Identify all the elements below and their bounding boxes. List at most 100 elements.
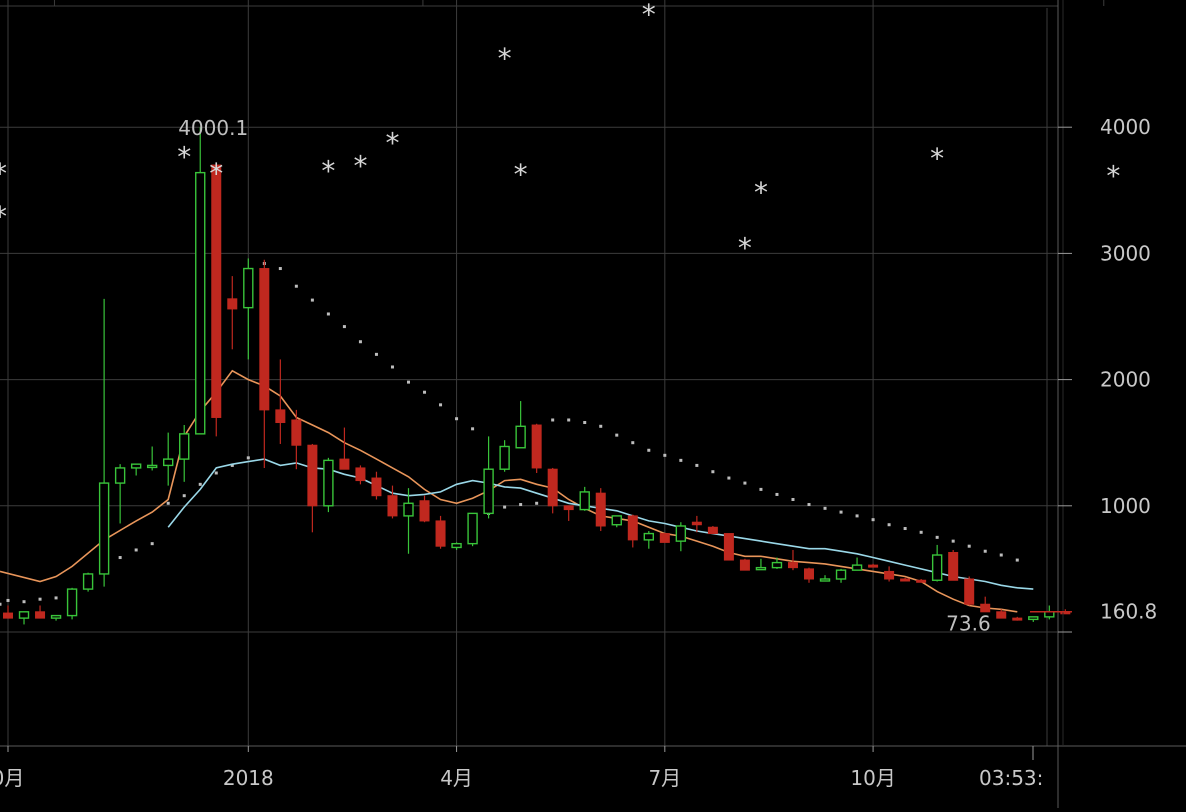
candles xyxy=(3,127,1071,625)
candle xyxy=(787,549,798,571)
sar-dot xyxy=(390,365,394,369)
candle xyxy=(66,587,78,620)
y-tick-label: 2000 xyxy=(1100,368,1151,392)
candle-body-down xyxy=(259,268,270,411)
candle xyxy=(403,488,414,554)
candle xyxy=(339,427,350,470)
candle-body-down xyxy=(595,492,606,527)
sar-dot xyxy=(583,421,587,425)
candle xyxy=(467,512,478,547)
candle-body-up xyxy=(195,171,206,435)
candle-body-down xyxy=(435,520,446,547)
sar-dot xyxy=(663,453,667,457)
candle xyxy=(916,578,927,583)
candle-body-up xyxy=(771,561,783,569)
candle-body-up xyxy=(851,564,863,571)
candle xyxy=(355,465,366,485)
candle-body-down xyxy=(868,564,879,568)
candle-body-down xyxy=(3,612,13,619)
candle-body-up xyxy=(162,458,174,467)
candle-body-up xyxy=(82,573,94,590)
candle-body-up xyxy=(467,512,478,545)
x-tick-label: 10月 xyxy=(850,766,895,790)
candle-body-down xyxy=(1012,617,1023,621)
candle-body-down xyxy=(739,559,750,571)
sar-dot xyxy=(919,530,923,534)
candle-body-up xyxy=(451,542,462,549)
candle xyxy=(82,572,94,592)
sar-dot xyxy=(455,417,459,421)
star-marker: * xyxy=(642,0,656,31)
star-marker: * xyxy=(209,157,223,190)
y-tick-label: 4000 xyxy=(1100,115,1151,139)
candle xyxy=(371,471,382,500)
min-price-annotation: 73.6 xyxy=(946,612,991,636)
sar-dot xyxy=(839,510,843,514)
candle xyxy=(146,446,158,471)
candle xyxy=(275,359,286,444)
candle xyxy=(211,164,222,437)
sar-dot xyxy=(535,501,539,505)
sar-dot xyxy=(134,548,138,552)
sar-dot xyxy=(871,518,875,522)
candle xyxy=(499,440,510,472)
candle xyxy=(323,457,334,513)
candle xyxy=(595,488,606,532)
candle-body-down xyxy=(531,424,542,469)
candle-body-up xyxy=(114,467,126,484)
candle-body-up xyxy=(643,532,654,541)
candle-body-up xyxy=(819,578,831,582)
candle xyxy=(483,436,494,519)
candle-body-down xyxy=(355,467,366,482)
candle-body-up xyxy=(1044,611,1055,618)
sar-dot xyxy=(631,441,635,445)
candle-body-down xyxy=(900,578,911,582)
candle-body-up xyxy=(323,459,334,507)
x-tick-label: 0月 xyxy=(0,766,24,790)
candle-body-up xyxy=(243,267,254,309)
candle-body-down xyxy=(371,477,382,497)
candle-body-up xyxy=(403,502,414,517)
candle-body-up xyxy=(835,569,847,580)
candle xyxy=(387,485,398,519)
candle-body-up xyxy=(1028,616,1039,621)
candle-body-up xyxy=(931,554,943,581)
sar-dot xyxy=(679,458,683,462)
sar-dot xyxy=(551,418,555,422)
x-tick-label: 7月 xyxy=(648,766,681,790)
candle xyxy=(996,609,1007,619)
sar-dot xyxy=(294,284,298,288)
candle-body-up xyxy=(146,464,158,469)
star-marker: * xyxy=(754,176,768,209)
candle xyxy=(547,467,558,514)
sar-dot xyxy=(855,514,859,518)
candle-body-up xyxy=(98,482,110,575)
candle-body-down xyxy=(211,164,222,418)
sar-dot xyxy=(439,403,443,407)
sar-dots xyxy=(0,261,1019,606)
sar-dot xyxy=(615,433,619,437)
sar-dot xyxy=(983,549,987,553)
candle xyxy=(114,464,126,524)
candle-body-up xyxy=(18,611,30,619)
candle-body-down xyxy=(627,515,638,541)
star-marker: * xyxy=(1106,159,1120,192)
star-marker: * xyxy=(0,157,7,190)
x-tick-label: 2018 xyxy=(223,766,274,790)
sar-dot xyxy=(503,505,507,509)
sar-dot xyxy=(374,352,378,356)
sar-dot xyxy=(0,602,2,606)
candle xyxy=(162,432,174,486)
sar-dot xyxy=(695,463,699,467)
candle xyxy=(627,514,638,548)
candle-body-down xyxy=(787,562,798,569)
candle-body-up xyxy=(515,425,526,449)
candle-body-down xyxy=(707,526,718,535)
candle xyxy=(98,298,110,587)
candle xyxy=(179,425,190,482)
y-tick-label: 1000 xyxy=(1100,494,1151,518)
sar-dot xyxy=(423,390,427,394)
sar-dot xyxy=(118,556,122,560)
